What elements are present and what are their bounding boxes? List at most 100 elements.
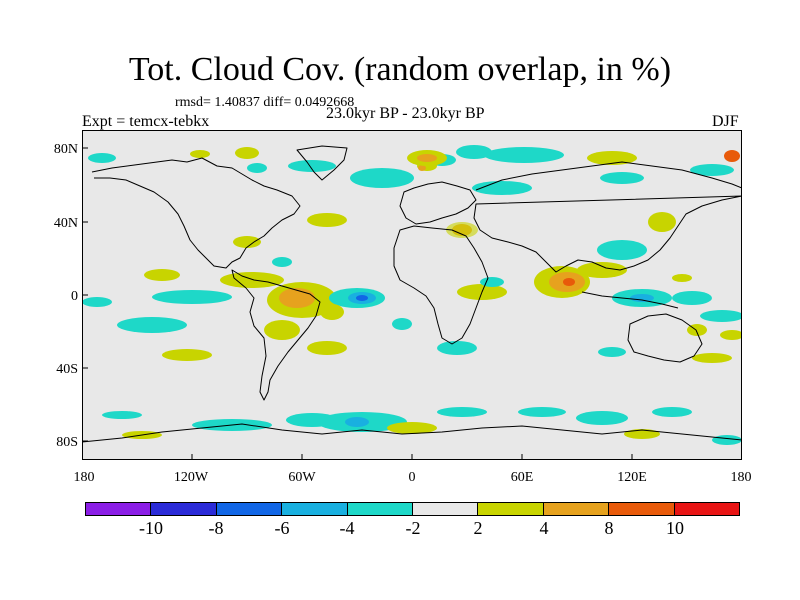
anomaly-patch [672, 274, 692, 282]
coastline-antarctica [82, 423, 742, 443]
lon-label-120e: 120E [617, 470, 647, 485]
world-map [82, 130, 742, 460]
coastline-asia [473, 161, 742, 273]
colorbar-label: 8 [604, 518, 614, 538]
anomaly-patch [417, 154, 437, 162]
coastline-greenland [296, 145, 348, 181]
lon-label-0: 0 [408, 470, 416, 485]
colorbar-cell [86, 503, 152, 515]
colorbar-cell [543, 503, 610, 515]
lon-label-60e: 60E [510, 470, 534, 485]
anomaly-patch [288, 160, 336, 172]
anomaly-patch [563, 278, 575, 286]
anomaly-patch [356, 295, 368, 301]
anomaly-patch [235, 147, 259, 159]
colorbar-cell [478, 503, 544, 515]
period-label: 23.0kyr BP - 23.0kyr BP [326, 105, 485, 122]
anomaly-patch [480, 277, 504, 287]
lat-label-80n: 80N [53, 142, 78, 157]
anomaly-patch [392, 318, 412, 330]
anomaly-patch [624, 429, 660, 439]
lat-label-40s: 40S [56, 362, 78, 377]
anomaly-patch [672, 291, 712, 305]
colorbar-cell [282, 503, 348, 515]
anomaly-patch [220, 272, 284, 288]
lat-label-40n: 40N [53, 216, 78, 231]
anomaly-patch [472, 181, 532, 195]
anomaly-fields [82, 145, 742, 445]
anomaly-patch [690, 164, 734, 176]
colorbar-label: 4 [539, 518, 549, 538]
anomaly-patch [597, 240, 647, 260]
anomaly-patch [307, 213, 347, 227]
anomaly-patch [320, 304, 344, 320]
anomaly-patch [692, 353, 732, 363]
anomaly-patch [577, 262, 627, 278]
anomaly-patch [82, 297, 112, 307]
axis-ticks [82, 147, 633, 460]
anomaly-patch [152, 290, 232, 304]
anomaly-patch [88, 153, 116, 163]
colorbar [85, 502, 740, 516]
colorbar-cell [674, 503, 740, 515]
lat-label-0: 0 [71, 289, 78, 304]
coastline-indonesia [581, 291, 679, 309]
coastline-australia [627, 313, 703, 363]
anomaly-patch [190, 150, 210, 158]
colorbar-label: -4 [339, 518, 355, 538]
anomaly-patch [307, 341, 347, 355]
coastline-north-america [91, 157, 301, 269]
colorbar-cell [413, 503, 479, 515]
anomaly-patch [724, 150, 740, 162]
anomaly-patch [144, 269, 180, 281]
anomaly-patch [350, 168, 414, 188]
anomaly-patch [247, 163, 267, 173]
experiment-label: Expt = temcx-tebkx [82, 113, 210, 130]
lon-label-180e: 180 [730, 470, 752, 485]
colorbar-label: 2 [473, 518, 483, 538]
anomaly-patch [700, 310, 742, 322]
anomaly-patch [102, 411, 142, 419]
coastline-europe [399, 181, 477, 225]
colorbar-label: -2 [405, 518, 421, 538]
colorbar-cell [609, 503, 675, 515]
anomaly-patch [648, 212, 676, 232]
coastline-africa [393, 225, 489, 345]
lon-label-60w: 60W [288, 470, 316, 485]
anomaly-patch [387, 422, 437, 434]
anomaly-patch [279, 288, 315, 308]
lon-label-120w: 120W [173, 470, 209, 485]
colorbar-label: -6 [274, 518, 290, 538]
colorbar-cell [347, 503, 414, 515]
colorbar-label: -10 [139, 518, 163, 538]
anomaly-patch [117, 317, 187, 333]
anomaly-patch [418, 165, 426, 171]
coastlines [82, 145, 742, 443]
anomaly-patch [272, 257, 292, 267]
anomaly-patch [233, 236, 261, 248]
anomaly-patch [576, 411, 628, 425]
season-label: DJF [712, 113, 739, 130]
anomaly-patch [598, 347, 626, 357]
anomaly-patch [630, 294, 654, 302]
anomaly-patch [600, 172, 644, 184]
chart-title: Tot. Cloud Cov. (random overlap, in %) [128, 51, 672, 88]
anomaly-patch [484, 147, 564, 163]
anomaly-patch [456, 145, 492, 159]
anomaly-patch [437, 341, 477, 355]
colorbar-label: -8 [208, 518, 224, 538]
anomaly-patch [162, 349, 212, 361]
anomaly-patch [437, 407, 487, 417]
anomaly-patch [720, 330, 742, 340]
anomaly-patch [264, 320, 300, 340]
colorbar-cell [216, 503, 283, 515]
coastline-south-america [231, 269, 321, 401]
colorbar-label: 10 [666, 518, 684, 538]
anomaly-patch [446, 222, 478, 238]
colorbar-cell [151, 503, 217, 515]
lat-label-80s: 80S [56, 435, 78, 450]
anomaly-patch [518, 407, 566, 417]
anomaly-patch [652, 407, 692, 417]
statistics-label: rmsd= 1.40837 diff= 0.0492668 [175, 95, 355, 110]
anomaly-patch [345, 417, 369, 427]
